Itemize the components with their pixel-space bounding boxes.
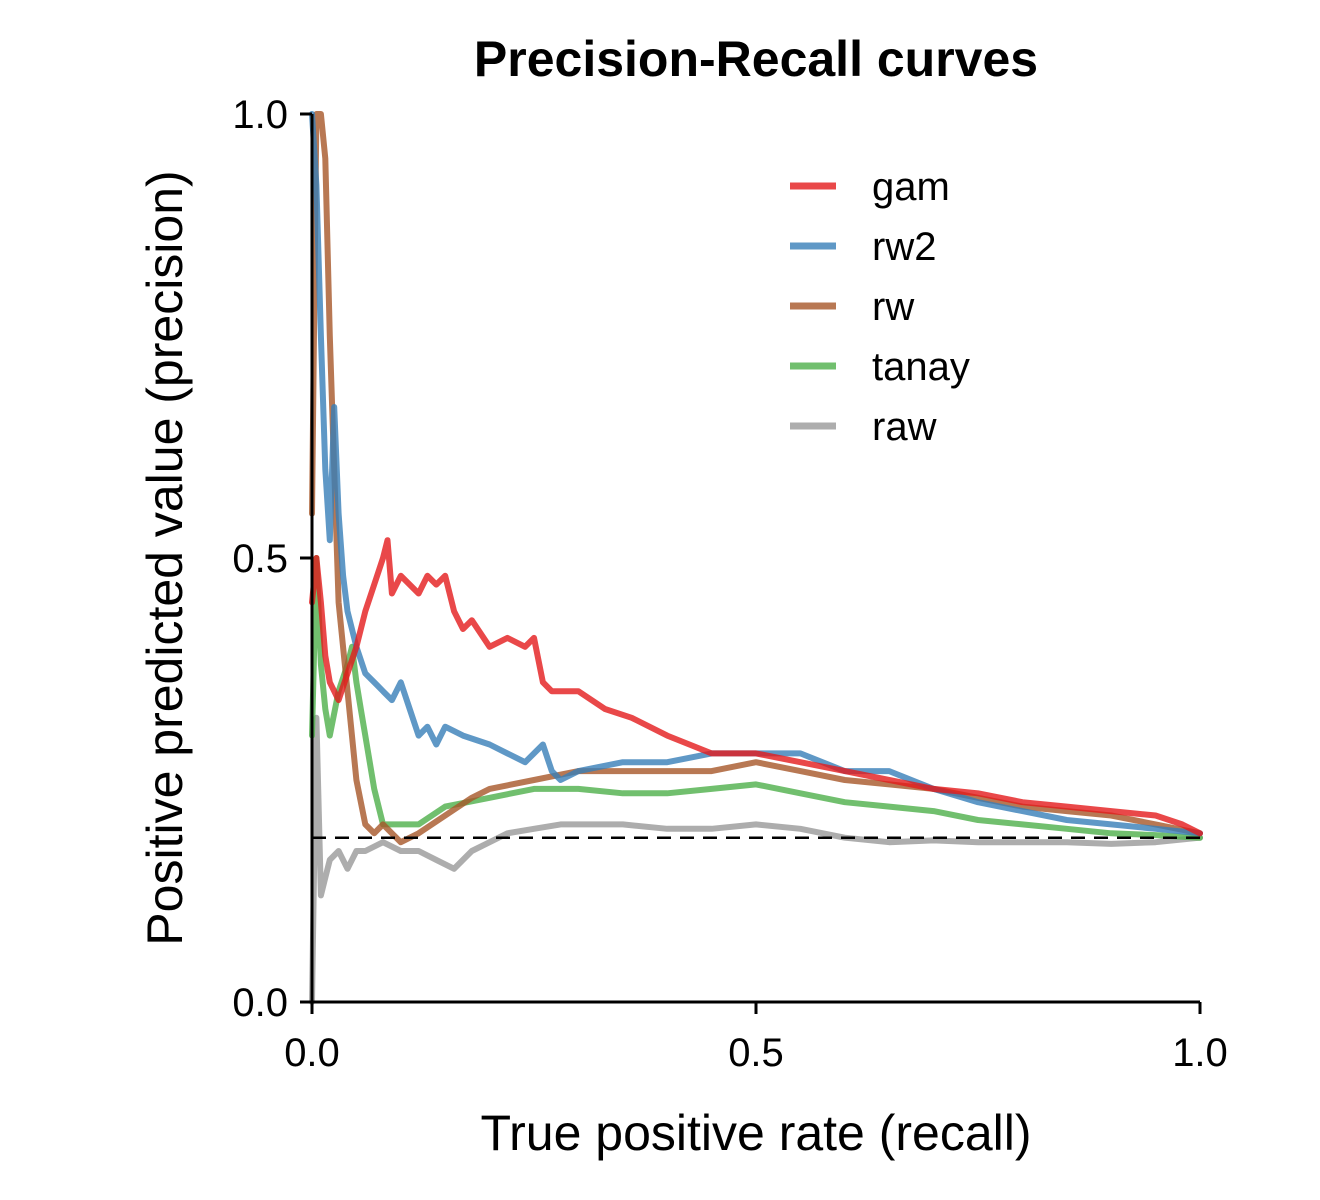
legend-item-raw: raw (790, 405, 937, 449)
legend-label-raw: raw (872, 405, 937, 449)
series-layer (309, 111, 1203, 1005)
series-line-raw (309, 714, 1203, 1005)
legend-label-gam: gam (872, 165, 950, 209)
legend-item-rw2: rw2 (790, 225, 936, 269)
legend-label-rw2: rw2 (872, 225, 936, 269)
legend-item-gam: gam (790, 165, 950, 209)
legend-label-rw: rw (872, 285, 914, 329)
y-tick-label: 0.0 (232, 981, 288, 1025)
legend-label-tanay: tanay (872, 345, 970, 389)
x-axis-label: True positive rate (recall) (480, 1105, 1031, 1161)
legend-item-rw: rw (790, 285, 914, 329)
legend-item-tanay: tanay (790, 345, 970, 389)
x-tick-label: 0.0 (284, 1031, 340, 1075)
y-axis-label: Positive predicted value (precision) (137, 170, 193, 945)
ticks-layer: 0.0 0.5 1.0 0.0 0.5 1.0 (232, 93, 1227, 1075)
series-line-gam (309, 537, 1203, 837)
series-line-rw2 (309, 111, 1203, 837)
chart-title: Precision-Recall curves (474, 31, 1038, 87)
series-line-tanay (309, 555, 1203, 841)
y-tick-label: 0.5 (232, 537, 288, 581)
x-tick-label: 1.0 (1172, 1031, 1228, 1075)
plot-area: 0.0 0.5 1.0 0.0 0.5 1.0 (232, 93, 1227, 1075)
y-tick-label: 1.0 (232, 93, 288, 137)
x-tick-label: 0.5 (728, 1031, 784, 1075)
legend: gam rw2 rw tanay raw (790, 165, 970, 449)
